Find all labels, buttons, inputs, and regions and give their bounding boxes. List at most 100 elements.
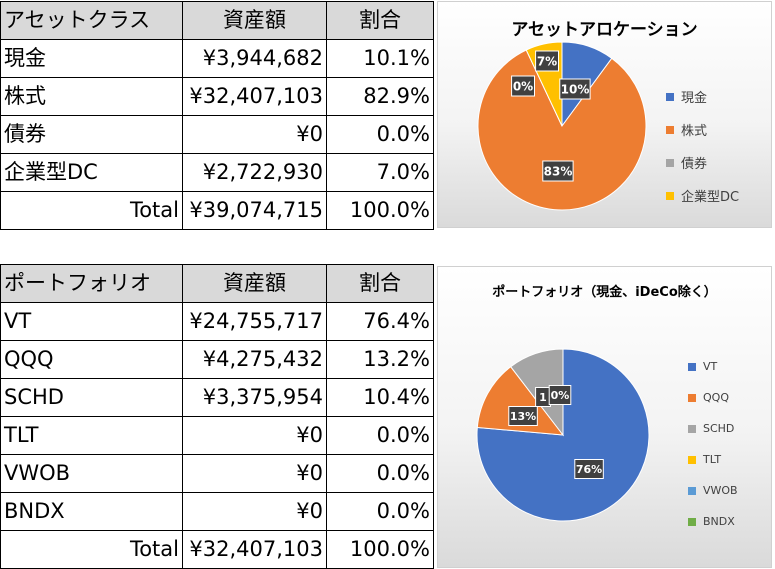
legend-item[interactable]: TLT — [688, 444, 738, 475]
cell-ratio[interactable]: 0.0% — [326, 115, 434, 154]
table-row: QQQ ¥4,275,432 13.2% — [0, 340, 434, 379]
table-row: BNDX ¥0 0.0% — [0, 492, 434, 531]
data-label: 13% — [508, 406, 538, 426]
chart-title: アセットアロケーション — [511, 20, 698, 40]
data-label: 83% — [542, 160, 574, 182]
table-row: SCHD ¥3,375,954 10.4% — [0, 378, 434, 417]
legend-item[interactable]: 現金 — [666, 80, 739, 113]
cell-total-amount[interactable]: ¥39,074,715 — [182, 191, 327, 230]
chart-legend: VT QQQ SCHD TLT VWOB BNDX — [688, 351, 738, 537]
table-row: 株式 ¥32,407,103 82.9% — [0, 77, 434, 116]
svg-text:0%: 0% — [513, 79, 533, 93]
table-row: 現金 ¥3,944,682 10.1% — [0, 39, 434, 78]
legend-swatch — [688, 486, 696, 495]
legend-swatch — [666, 125, 674, 134]
pie-slice[interactable] — [476, 348, 650, 522]
header-ratio[interactable]: 割合 — [326, 1, 434, 40]
pie-chart: 10% 83% 0% 7% — [477, 41, 647, 211]
legend-label: 株式 — [681, 124, 708, 139]
asset-class-table: アセットクラス 資産額 割合 現金 ¥3,944,682 10.1% 株式 ¥3… — [0, 1, 434, 230]
svg-text:0%: 0% — [551, 389, 570, 402]
table-row: 企業型DC ¥2,722,930 7.0% — [0, 153, 434, 192]
table-header-row: ポートフォリオ 資産額 割合 — [0, 264, 434, 303]
legend-item[interactable]: 株式 — [666, 113, 739, 146]
legend-item[interactable]: SCHD — [688, 413, 738, 444]
cell-name[interactable]: 企業型DC — [0, 153, 183, 192]
data-label: 10% — [559, 78, 591, 100]
svg-text:76%: 76% — [576, 463, 602, 476]
cell-total-ratio[interactable]: 100.0% — [326, 191, 434, 230]
cell-total-ratio[interactable]: 100.0% — [326, 530, 434, 569]
legend-swatch — [666, 158, 674, 167]
svg-text:7%: 7% — [537, 54, 557, 68]
chart-title: ポートフォリオ（現金、iDeCo除く） — [492, 285, 717, 300]
legend-swatch — [688, 393, 696, 402]
cell-amount[interactable]: ¥24,755,717 — [182, 302, 327, 341]
cell-name[interactable]: 現金 — [0, 39, 183, 78]
header-asset-class[interactable]: アセットクラス — [0, 1, 183, 40]
cell-total-amount[interactable]: ¥32,407,103 — [182, 530, 327, 569]
legend-label: TLT — [703, 453, 722, 466]
legend-swatch — [666, 191, 674, 200]
cell-amount[interactable]: ¥3,375,954 — [182, 378, 327, 417]
cell-ratio[interactable]: 0.0% — [326, 492, 434, 531]
cell-amount[interactable]: ¥0 — [182, 416, 327, 455]
cell-amount[interactable]: ¥4,275,432 — [182, 340, 327, 379]
cell-ratio[interactable]: 10.1% — [326, 39, 434, 78]
legend-item[interactable]: QQQ — [688, 382, 738, 413]
cell-name[interactable]: VT — [0, 302, 183, 341]
cell-ratio[interactable]: 82.9% — [326, 77, 434, 116]
legend-item[interactable]: 企業型DC — [666, 179, 739, 212]
cell-ratio[interactable]: 13.2% — [326, 340, 434, 379]
cell-amount[interactable]: ¥0 — [182, 492, 327, 531]
data-label: 76% — [574, 459, 604, 479]
cell-name[interactable]: VWOB — [0, 454, 183, 493]
legend-swatch — [688, 424, 696, 433]
svg-text:1: 1 — [539, 391, 547, 404]
table-total-row: Total ¥39,074,715 100.0% — [0, 191, 434, 230]
cell-ratio[interactable]: 0.0% — [326, 454, 434, 493]
portfolio-table: ポートフォリオ 資産額 割合 VT ¥24,755,717 76.4% QQQ … — [0, 264, 434, 569]
cell-ratio[interactable]: 7.0% — [326, 153, 434, 192]
cell-ratio[interactable]: 0.0% — [326, 416, 434, 455]
cell-total-label[interactable]: Total — [0, 530, 183, 569]
legend-label: VT — [703, 360, 718, 373]
cell-ratio[interactable]: 76.4% — [326, 302, 434, 341]
cell-name[interactable]: SCHD — [0, 378, 183, 417]
header-portfolio[interactable]: ポートフォリオ — [0, 264, 183, 303]
header-amount[interactable]: 資産額 — [182, 264, 327, 303]
data-label: 7% — [535, 50, 559, 72]
cell-name[interactable]: BNDX — [0, 492, 183, 531]
cell-amount[interactable]: ¥0 — [182, 115, 327, 154]
table-row: 債券 ¥0 0.0% — [0, 115, 434, 154]
legend-item[interactable]: VT — [688, 351, 738, 382]
asset-allocation-chart[interactable]: アセットアロケーション 10% 83% 0% 7% 現金株式債券 企業型DC — [437, 1, 772, 228]
header-amount[interactable]: 資産額 — [182, 1, 327, 40]
legend-item[interactable]: BNDX — [688, 506, 738, 537]
data-label: 0% — [548, 385, 572, 405]
cell-amount[interactable]: ¥0 — [182, 454, 327, 493]
portfolio-chart[interactable]: ポートフォリオ（現金、iDeCo除く） 76% 13% 1 0% VT QQQ SCHD T… — [437, 266, 772, 568]
cell-ratio[interactable]: 10.4% — [326, 378, 434, 417]
legend-swatch — [688, 455, 696, 464]
cell-total-label[interactable]: Total — [0, 191, 183, 230]
pie-chart: 76% 13%1 0% — [476, 348, 650, 522]
cell-amount[interactable]: ¥3,944,682 — [182, 39, 327, 78]
cell-name[interactable]: TLT — [0, 416, 183, 455]
header-ratio[interactable]: 割合 — [326, 264, 434, 303]
table-row: VT ¥24,755,717 76.4% — [0, 302, 434, 341]
cell-name[interactable]: 株式 — [0, 77, 183, 116]
legend-item[interactable]: 債券 — [666, 146, 739, 179]
svg-text:10%: 10% — [561, 82, 590, 96]
legend-item[interactable]: VWOB — [688, 475, 738, 506]
table-header-row: アセットクラス 資産額 割合 — [0, 1, 434, 40]
cell-amount[interactable]: ¥2,722,930 — [182, 153, 327, 192]
cell-name[interactable]: 債券 — [0, 115, 183, 154]
cell-name[interactable]: QQQ — [0, 340, 183, 379]
legend-label: QQQ — [703, 391, 729, 404]
cell-amount[interactable]: ¥32,407,103 — [182, 77, 327, 116]
pie-slice[interactable] — [476, 366, 565, 436]
table-row: VWOB ¥0 0.0% — [0, 454, 434, 493]
svg-text:13%: 13% — [510, 410, 536, 423]
legend-label: SCHD — [703, 422, 735, 435]
